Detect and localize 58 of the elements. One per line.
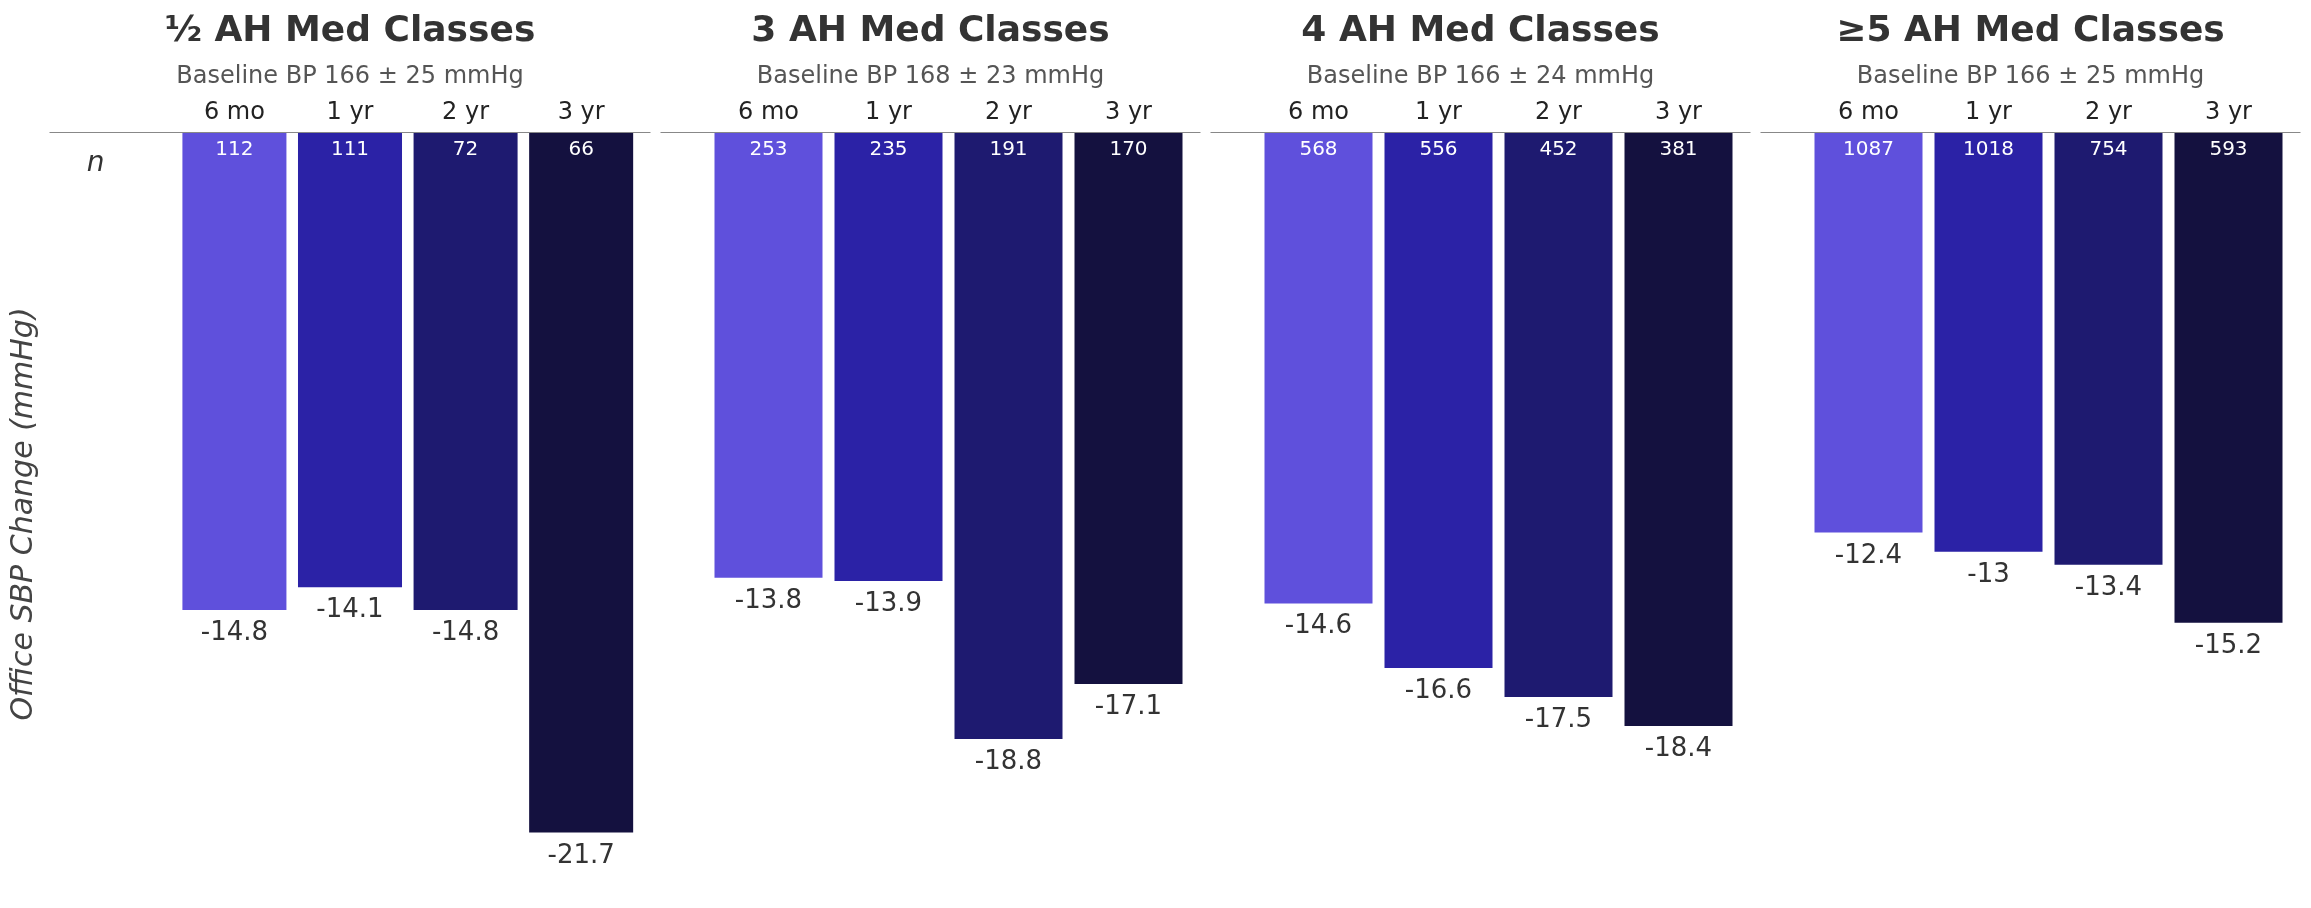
- data-label: -13.9: [854, 586, 923, 617]
- annotation: 593: [2209, 135, 2248, 160]
- data-label: -17.1: [1094, 690, 1163, 721]
- annotation: 556: [1419, 135, 1458, 160]
- annotation: 1087: [1843, 135, 1894, 160]
- chart-title: 3 AH Med Classes: [751, 7, 1110, 49]
- data-label: -13.8: [734, 583, 803, 614]
- data-label: -18.8: [974, 744, 1043, 775]
- x-tick-label: 6 mo: [1288, 96, 1349, 125]
- annotation: 66: [568, 135, 594, 160]
- data-label: -14.8: [200, 615, 269, 646]
- annotation: 1018: [1963, 135, 2014, 160]
- data-label: -17.5: [1524, 703, 1593, 734]
- data-label: -18.4: [1644, 732, 1713, 763]
- annotation: 253: [749, 135, 788, 160]
- x-tick-label: 2 yr: [985, 96, 1033, 125]
- data-label: -14.6: [1284, 609, 1353, 640]
- chart-subtitle: Baseline BP 166 ± 25 mmHg: [176, 60, 524, 89]
- annotation: 754: [2089, 135, 2128, 160]
- data-label: -16.6: [1404, 673, 1473, 704]
- annotation: 170: [1109, 135, 1148, 160]
- annotation: 235: [869, 135, 908, 160]
- chart-subtitle: Baseline BP 168 ± 23 mmHg: [756, 60, 1105, 89]
- annotation: 381: [1659, 135, 1698, 160]
- chart-title: ≥5 AH Med Classes: [1836, 7, 2225, 49]
- chart-subtitle: Baseline BP 166 ± 24 mmHg: [1306, 60, 1655, 89]
- y-axis-title: Office SBP Change (mmHg): [3, 307, 39, 721]
- x-tick-label: 2 yr: [1535, 96, 1583, 125]
- annotation: 191: [989, 135, 1028, 160]
- x-tick-label: 3 yr: [1105, 96, 1153, 125]
- annotation: 568: [1299, 135, 1338, 160]
- data-label: -14.1: [316, 593, 384, 624]
- x-tick-label: 1 yr: [865, 96, 913, 125]
- chart-subtitle: Baseline BP 166 ± 25 mmHg: [1856, 60, 2205, 89]
- annotation: 111: [330, 135, 370, 160]
- chart-title: ½ AH Med Classes: [164, 7, 536, 49]
- x-tick-label: 1 yr: [1965, 96, 2013, 125]
- data-label: -21.7: [547, 838, 615, 869]
- x-tick-label: 1 yr: [326, 96, 374, 125]
- text: n: [86, 144, 105, 178]
- x-tick-label: 3 yr: [2205, 96, 2253, 125]
- data-label: -13: [1967, 557, 2010, 588]
- chart-title: 4 AH Med Classes: [1301, 7, 1660, 49]
- x-tick-label: 3 yr: [557, 96, 605, 125]
- data-label: -12.4: [1834, 538, 1903, 569]
- x-tick-label: 1 yr: [1415, 96, 1463, 125]
- x-tick-label: 6 mo: [738, 96, 799, 125]
- x-tick-label: 2 yr: [442, 96, 490, 125]
- annotation: 112: [215, 135, 254, 160]
- data-label: -15.2: [2194, 628, 2263, 659]
- x-tick-label: 2 yr: [2085, 96, 2133, 125]
- x-tick-label: 6 mo: [203, 96, 265, 125]
- x-tick-label: 3 yr: [1655, 96, 1703, 125]
- annotation: 452: [1539, 135, 1578, 160]
- annotation: 72: [452, 135, 479, 160]
- data-label: -14.8: [431, 615, 500, 646]
- data-label: -13.4: [2074, 570, 2143, 601]
- x-tick-label: 6 mo: [1838, 96, 1899, 125]
